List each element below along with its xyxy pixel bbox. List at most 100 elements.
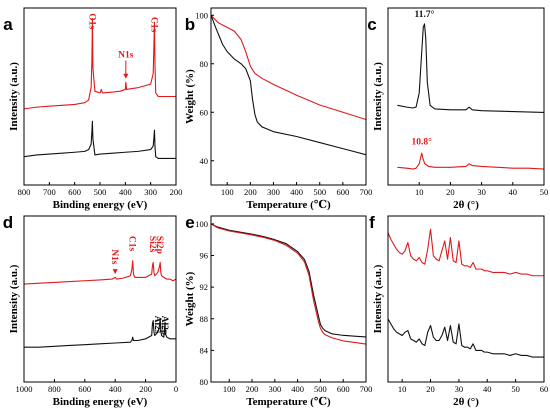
x-tick-label-a-6: 200 bbox=[170, 187, 183, 197]
x-tick-label-c-0: 10 bbox=[415, 187, 424, 197]
x-tick-label-a-0: 800 bbox=[18, 187, 31, 197]
series-line-a-1 bbox=[24, 120, 176, 159]
y-tick-label-e-0: 80 bbox=[200, 377, 209, 387]
x-tick-label-d-5: 0 bbox=[174, 384, 178, 394]
x-axis-label-b: Temperature (℃) bbox=[246, 199, 331, 211]
panel-c: c 10 20 30 40 50 2θ (°) Intensity (a.u.) 11.7° 10… bbox=[367, 7, 549, 211]
x-tick-label-e-1: 200 bbox=[246, 384, 259, 394]
series-line-e-1 bbox=[211, 223, 366, 345]
x-tick-label-b-2: 300 bbox=[267, 187, 280, 197]
series-line-e-0 bbox=[211, 223, 366, 338]
annotation-a-2: N1s bbox=[118, 51, 134, 61]
x-tick-label-d-4: 200 bbox=[139, 384, 152, 394]
y-tick-label-e-2: 88 bbox=[200, 314, 209, 324]
x-tick-label-b-0: 100 bbox=[221, 187, 234, 197]
x-tick-label-e-3: 400 bbox=[291, 384, 304, 394]
x-tick-label-f-4: 50 bbox=[511, 384, 520, 394]
annotation-a-1: C1s bbox=[148, 17, 158, 33]
panel-letter-d: d bbox=[3, 213, 13, 232]
series-line-b-1 bbox=[211, 15, 366, 156]
x-tick-label-c-3: 40 bbox=[509, 187, 518, 197]
x-tick-label-e-2: 300 bbox=[268, 384, 281, 394]
x-tick-label-f-3: 40 bbox=[483, 384, 492, 394]
plot-frame-c bbox=[387, 7, 545, 186]
x-axis-label-c: 2θ (°) bbox=[453, 199, 479, 211]
x-axis-label-e: Temperature (℃) bbox=[246, 396, 331, 408]
annotation-d-3: Si2p bbox=[154, 236, 164, 254]
plot-frame-a bbox=[23, 7, 177, 186]
series-line-b-0 bbox=[211, 14, 366, 121]
y-axis-label-f: Intensity (a.u.) bbox=[372, 264, 384, 333]
panel-letter-f: f bbox=[369, 213, 375, 232]
annotation-a-0: O1s bbox=[86, 13, 96, 29]
annotation-arrowhead-a-2 bbox=[123, 73, 129, 79]
y-tick-label-e-3: 92 bbox=[200, 282, 209, 292]
y-tick-label-e-1: 84 bbox=[200, 345, 209, 355]
y-tick-label-b-2: 80 bbox=[200, 59, 209, 69]
y-axis-label-c: Intensity (a.u.) bbox=[372, 62, 384, 131]
x-tick-label-e-0: 100 bbox=[223, 384, 236, 394]
x-tick-label-c-4: 50 bbox=[540, 187, 549, 197]
series-line-d-0 bbox=[24, 260, 176, 285]
y-axis-label-b: Weight (%) bbox=[184, 69, 196, 124]
y-tick-label-e-5: 100 bbox=[195, 219, 208, 229]
annotation-d-2: Si2s bbox=[147, 236, 157, 253]
panel-letter-c: c bbox=[367, 15, 376, 34]
x-tick-label-f-2: 30 bbox=[455, 384, 464, 394]
x-axis-label-f: 2θ (°) bbox=[453, 396, 479, 408]
x-tick-label-a-5: 300 bbox=[144, 187, 157, 197]
series-line-d-1 bbox=[24, 318, 176, 348]
y-tick-label-e-4: 96 bbox=[200, 251, 209, 261]
annotation-d-5: Al2p bbox=[159, 316, 169, 336]
x-tick-label-e-6: 700 bbox=[360, 384, 373, 394]
series-line-f-0 bbox=[388, 228, 544, 277]
x-axis-label-d: Binding energy (eV) bbox=[53, 396, 148, 408]
plot-frame-d bbox=[23, 215, 177, 383]
y-axis-label-a: Intensity (a.u.) bbox=[8, 62, 20, 131]
annotation-c-1: 10.8° bbox=[411, 136, 432, 147]
x-tick-label-b-3: 400 bbox=[290, 187, 303, 197]
x-tick-label-b-4: 500 bbox=[313, 187, 326, 197]
series-line-c-0 bbox=[397, 23, 544, 113]
x-tick-label-e-4: 500 bbox=[314, 384, 327, 394]
x-tick-label-f-5: 60 bbox=[540, 384, 549, 394]
x-tick-label-f-0: 10 bbox=[398, 384, 407, 394]
series-line-a-0 bbox=[24, 18, 176, 110]
panel-letter-a: a bbox=[3, 15, 13, 34]
series-line-c-1 bbox=[397, 152, 544, 170]
plot-frame-b bbox=[210, 7, 367, 186]
y-tick-label-b-3: 100 bbox=[195, 10, 208, 20]
x-tick-label-b-6: 700 bbox=[360, 187, 373, 197]
y-tick-label-b-0: 40 bbox=[200, 156, 209, 166]
x-tick-label-d-3: 400 bbox=[109, 384, 122, 394]
annotation-c-0: 11.7° bbox=[415, 9, 435, 20]
x-tick-label-a-1: 700 bbox=[43, 187, 56, 197]
annotation-d-0: N1s bbox=[109, 249, 119, 265]
panel-a: a 800 700 600 500 400 300 200 Binding energy (eV… bbox=[3, 7, 183, 211]
x-tick-label-d-1: 800 bbox=[48, 384, 61, 394]
x-tick-label-e-5: 600 bbox=[337, 384, 350, 394]
annotation-d-1: C1s bbox=[127, 236, 137, 252]
x-axis-label-a: Binding energy (eV) bbox=[53, 199, 148, 211]
x-tick-label-a-2: 600 bbox=[68, 187, 81, 197]
y-tick-label-b-1: 60 bbox=[200, 107, 209, 117]
x-tick-label-c-2: 30 bbox=[477, 187, 486, 197]
annotation-d-4: Al2s bbox=[152, 316, 162, 334]
plot-frame-f bbox=[387, 215, 545, 383]
plot-frame-e bbox=[210, 215, 367, 383]
x-tick-label-b-5: 600 bbox=[336, 187, 349, 197]
annotation-arrowhead-d-0 bbox=[112, 269, 118, 275]
x-tick-label-a-4: 400 bbox=[119, 187, 132, 197]
x-tick-label-d-2: 600 bbox=[78, 384, 91, 394]
x-tick-label-b-1: 200 bbox=[244, 187, 257, 197]
x-tick-label-f-1: 20 bbox=[426, 384, 435, 394]
panel-letter-e: e bbox=[185, 213, 194, 232]
panel-d: d 1000 800 600 400 200 0 Binding energy (eV) Int… bbox=[3, 213, 178, 408]
panel-f: f 10 20 30 40 50 60 2θ (°) Intensity (a.u.) bbox=[369, 213, 548, 408]
y-axis-label-e: Weight (%) bbox=[184, 271, 196, 326]
x-tick-label-c-1: 20 bbox=[446, 187, 455, 197]
